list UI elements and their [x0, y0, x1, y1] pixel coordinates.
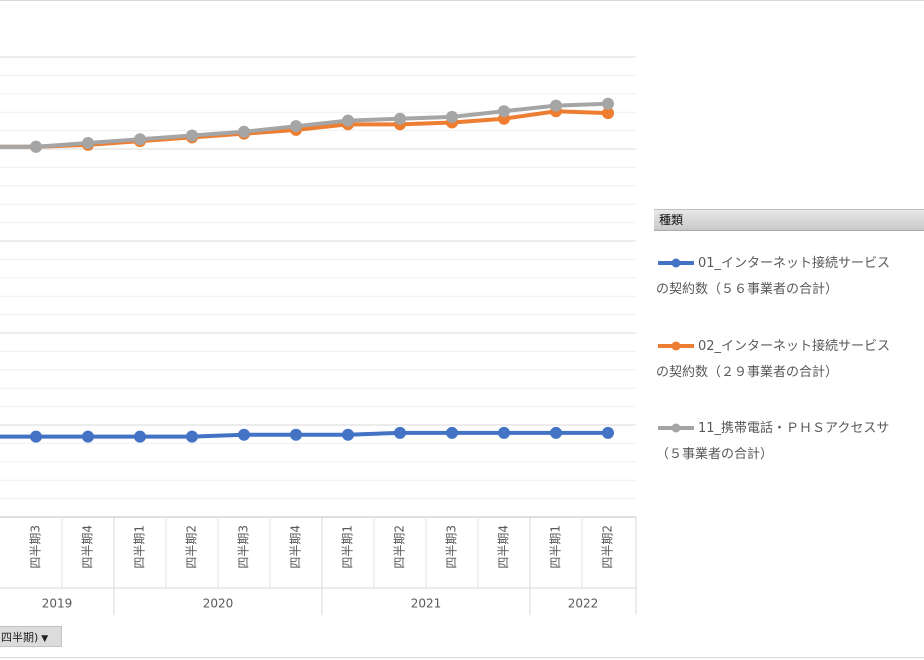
- year-tick-label: 2020: [203, 597, 234, 611]
- year-tick-label: 2019: [42, 597, 73, 611]
- legend-label-11-line1: 11_携帯電話・ＰＨＳアクセスサ: [698, 421, 890, 436]
- data-point-2: [446, 110, 458, 123]
- data-point-2: [602, 97, 614, 110]
- quarter-tick-label: 四半期3: [445, 525, 459, 569]
- category-axis: 四半期3 四半期4 四半期1 四半期2 四半期3 四半期4 四半期1 四半期2 四半期3 四半期4…: [0, 516, 637, 615]
- data-point-0: [290, 428, 302, 441]
- legend-label-11-line2: （５事業者の合計）: [656, 447, 774, 462]
- dropdown-arrow-icon: ▼: [41, 634, 49, 644]
- data-point-2: [550, 99, 562, 112]
- legend-swatch-11: [658, 423, 694, 433]
- data-point-0: [134, 430, 146, 443]
- data-point-0: [342, 428, 354, 441]
- quarter-tick-label: 四半期2: [185, 525, 199, 569]
- data-point-2: [498, 105, 510, 118]
- series-lines: [0, 101, 609, 439]
- quarter-tick-label: 四半期4: [289, 525, 303, 569]
- quarter-tick-label: 四半期4: [497, 525, 511, 569]
- legend-label-02-line2: の契約数（２９事業者の合計）: [656, 365, 839, 380]
- data-point-0: [30, 430, 42, 443]
- data-point-0: [82, 430, 94, 443]
- data-point-0: [602, 426, 614, 439]
- data-point-2: [394, 112, 406, 125]
- year-tick-label: 2021: [411, 597, 442, 611]
- year-tick-label: 2022: [568, 597, 599, 611]
- top-border: [0, 0, 924, 1]
- legend-label-01-line2: の契約数（５６事業者の合計）: [656, 282, 839, 297]
- data-point-2: [238, 125, 250, 138]
- bottom-border: [0, 657, 924, 658]
- data-point-0: [550, 426, 562, 439]
- quarter-tick-label: 四半期3: [237, 525, 251, 569]
- data-point-2: [186, 129, 198, 142]
- quarter-tick-label: 四半期3: [29, 525, 43, 569]
- data-point-0: [394, 426, 406, 439]
- data-point-0: [498, 426, 510, 439]
- quarter-field-button[interactable]: 四半期) ▼: [0, 626, 62, 647]
- legend-label-01-line1: 01_インターネット接続サービス: [698, 256, 891, 271]
- data-point-0: [446, 426, 458, 439]
- data-point-0: [238, 428, 250, 441]
- legend-header[interactable]: 種類: [654, 209, 924, 231]
- data-point-1: [602, 107, 614, 120]
- data-point-2: [134, 133, 146, 146]
- data-point-0: [186, 430, 198, 443]
- quarter-tick-label: 四半期2: [393, 525, 407, 569]
- quarter-field-label: 四半期): [1, 631, 39, 644]
- legend-swatch-02: [658, 341, 694, 351]
- quarter-tick-label: 四半期2: [601, 525, 615, 569]
- quarter-tick-label: 四半期1: [549, 525, 563, 569]
- quarter-tick-label: 四半期4: [81, 525, 95, 569]
- quarter-tick-label: 四半期1: [341, 525, 355, 569]
- data-point-2: [342, 114, 354, 127]
- legend-label-02-line1: 02_インターネット接続サービス: [698, 339, 891, 354]
- legend-swatch-01: [658, 258, 694, 268]
- quarter-tick-label: 四半期1: [133, 525, 147, 569]
- data-point-2: [290, 120, 302, 133]
- gridlines: [0, 56, 636, 518]
- data-point-2: [30, 140, 42, 153]
- data-point-2: [82, 137, 94, 150]
- series-points: [30, 97, 614, 443]
